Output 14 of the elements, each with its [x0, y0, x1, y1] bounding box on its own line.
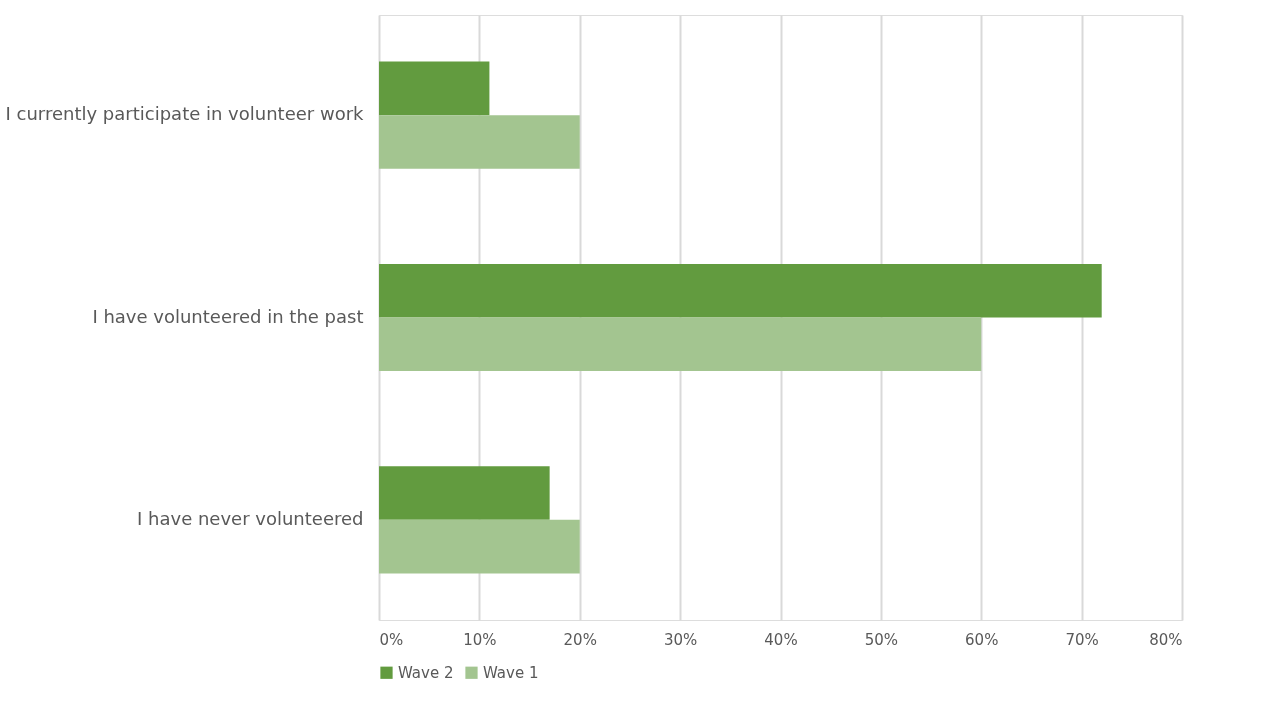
x-tick-label: 0% — [379, 630, 404, 649]
x-tick-label: 20% — [563, 630, 597, 649]
x-tick-label: 10% — [463, 630, 497, 649]
legend-label: Wave 1 — [483, 663, 539, 682]
legend-label: Wave 2 — [398, 663, 454, 682]
x-tick-label: 70% — [1065, 630, 1099, 649]
x-tick-label: 80% — [1149, 630, 1183, 649]
x-tick-label: 60% — [965, 630, 999, 649]
x-tick-label: 40% — [764, 630, 798, 649]
x-tick-label: 30% — [663, 630, 698, 649]
y-tick-label: I currently participate in volunteer work — [5, 103, 365, 125]
y-tick-label: I have volunteered in the past — [92, 305, 364, 327]
x-tick-label: 50% — [864, 630, 899, 649]
y-tick-label: I have never volunteered — [137, 507, 364, 529]
